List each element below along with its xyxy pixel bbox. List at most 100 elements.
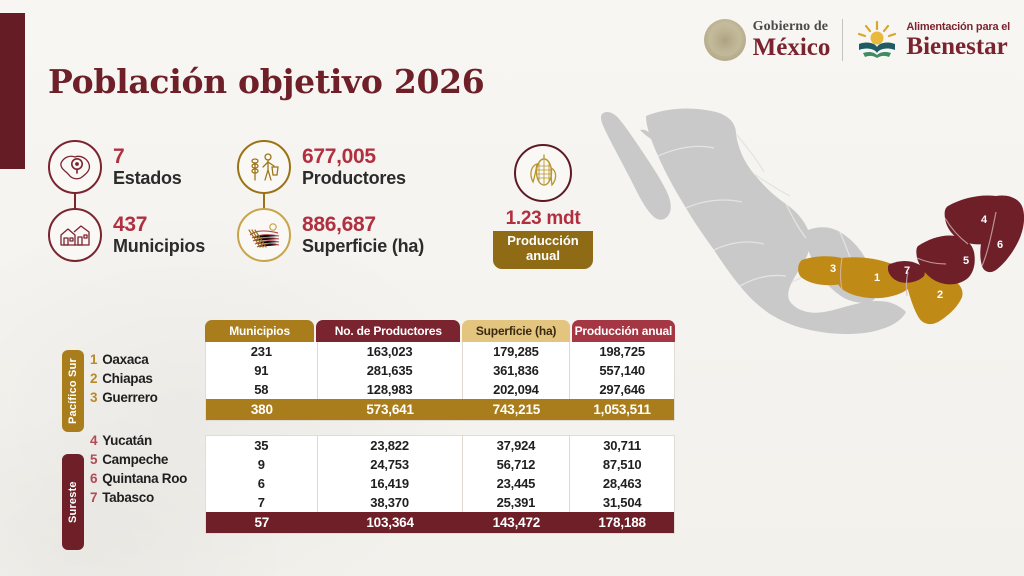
list-item: 6 Quintana Roo [90, 471, 188, 486]
bienestar-logo: Alimentación para el Bienestar [855, 20, 1010, 60]
cell-municipios: 7 [206, 493, 318, 512]
list-item: 3 Guerrero [90, 390, 158, 405]
group-tabs: Pacífico Sur Sureste [62, 350, 84, 550]
cell-productores: 38,370 [318, 493, 463, 512]
cell-productores: 23,822 [318, 436, 463, 455]
production-tag-line1: Producción [507, 233, 579, 248]
header-logos: Gobierno de México [703, 12, 1010, 68]
cell-produccion: 297,646 [599, 382, 645, 397]
cell-produccion: 30,711 [603, 438, 642, 453]
stat-label-municipios: Municipios [113, 235, 205, 256]
map-label-4: 4 [981, 214, 988, 226]
table-row: 58 128,983 202,094 297,646 [206, 380, 674, 399]
map-number-labels: 3 1 2 4 5 6 7 [830, 214, 1003, 301]
column-header-superficie: Superficie (ha) [462, 320, 570, 342]
map-label-1: 1 [874, 272, 880, 284]
stat-label-productores: Productores [302, 167, 406, 188]
column-header-productores: No. de Productores [316, 320, 461, 342]
mexico-map: 3 1 2 4 5 6 7 [596, 86, 1024, 386]
cell-produccion: 557,140 [599, 363, 645, 378]
table-header-row: Municipios No. de Productores Superficie… [205, 320, 675, 342]
table-row: 35 23,822 37,924 30,711 [206, 436, 674, 455]
group-tab-sureste: Sureste [62, 454, 84, 550]
map-state-chiapas [906, 271, 963, 325]
production-tag: Producción anual [493, 231, 593, 269]
connector-line [263, 194, 265, 208]
cell-municipios: 9 [206, 455, 318, 474]
cell-superficie: 56,712 [463, 455, 571, 474]
column-header-municipios: Municipios [205, 320, 315, 342]
total-superficie: 143,472 [492, 515, 541, 530]
cell-superficie: 361,836 [463, 361, 571, 380]
stat-group-productores-superficie: 677,005 Productores [237, 140, 424, 262]
production-value: 1.23 mdt [505, 208, 581, 229]
map-state-tabasco [888, 261, 925, 283]
cell-produccion: 87,510 [602, 457, 642, 472]
total-row-sureste: 57 103,364 143,472 178,188 [206, 512, 674, 533]
stat-label-estados: Estados [113, 167, 182, 188]
state-name: Oaxaca [102, 352, 149, 367]
field-rows-icon [237, 208, 291, 262]
stat-value-productores: 677,005 [302, 145, 376, 169]
cell-produccion: 31,504 [602, 495, 642, 510]
map-state-campeche [916, 235, 975, 285]
stat-label-superficie: Superficie (ha) [302, 235, 425, 256]
stat-estados: 7 Estados [48, 140, 205, 194]
column-header-produccion: Producción anual [571, 320, 675, 342]
stat-value-estados: 7 [113, 145, 125, 169]
map-label-3: 3 [830, 263, 836, 275]
state-name: Campeche [102, 452, 169, 467]
table-row: 7 38,370 25,391 31,504 [206, 493, 674, 512]
stat-group-estados-municipios: 7 Estados [48, 140, 205, 262]
stat-municipios: 437 Municipios [48, 208, 205, 262]
spacer [90, 407, 200, 431]
cell-produccion: 28,463 [602, 476, 642, 491]
cell-superficie: 179,285 [463, 342, 571, 361]
stat-productores: 677,005 Productores [237, 140, 424, 194]
cell-municipios: 35 [206, 436, 318, 455]
state-name: Tabasco [102, 490, 154, 505]
table-row: 91 281,635 361,836 557,140 [206, 361, 674, 380]
map-label-2: 2 [937, 289, 943, 301]
total-municipios: 57 [254, 515, 270, 530]
state-names-column: 1 Oaxaca 2 Chiapas 3 Guerrero 4 Yucatán 5 Cam… [90, 350, 200, 507]
total-produccion: 1,053,511 [593, 402, 651, 417]
cell-superficie: 25,391 [463, 493, 571, 512]
map-state-quintana-roo [980, 195, 1024, 273]
gobierno-main-label: México [752, 34, 831, 61]
state-name: Chiapas [102, 371, 153, 386]
list-item: 4 Yucatán [90, 433, 152, 448]
cell-productores: 163,023 [318, 342, 463, 361]
stat-value-municipios: 437 [113, 213, 148, 237]
logo-divider [842, 19, 844, 61]
cell-municipios: 58 [206, 380, 318, 399]
mexican-eagle-seal-icon [703, 19, 746, 61]
map-label-6: 6 [997, 239, 1003, 251]
sunrise-book-icon [855, 20, 899, 60]
total-row-pacifico-sur: 380 573,641 743,215 1,053,511 [206, 399, 674, 420]
gobierno-top-label: Gobierno de [752, 19, 829, 34]
list-item: 1 Oaxaca [90, 352, 149, 367]
gobierno-de-mexico-logo: Gobierno de México [703, 19, 831, 61]
state-name: Yucatán [102, 433, 152, 448]
map-highlight-borders [839, 211, 997, 297]
bienestar-main-label: Bienestar [906, 32, 1008, 60]
cell-municipios: 231 [206, 342, 318, 361]
stat-value-superficie: 886,687 [302, 213, 376, 237]
stat-superficie: 886,687 Superficie (ha) [237, 208, 424, 262]
table-row: 231 163,023 179,285 198,725 [206, 342, 674, 361]
map-mainland [646, 108, 906, 334]
group-tab-pacifico-sur: Pacífico Sur [62, 350, 84, 432]
cell-superficie: 37,924 [463, 436, 571, 455]
cell-produccion: 198,725 [599, 344, 645, 359]
page-title: Población objetivo 2026 [48, 62, 485, 101]
cell-superficie: 23,445 [463, 474, 571, 493]
production-tag-line2: anual [526, 247, 560, 263]
cell-productores: 281,635 [318, 361, 463, 380]
houses-icon [48, 208, 102, 262]
state-name: Quintana Roo [102, 471, 188, 486]
left-accent-bar [0, 13, 25, 169]
map-label-5: 5 [963, 255, 969, 267]
total-superficie: 743,215 [492, 402, 541, 417]
cell-productores: 128,983 [318, 380, 463, 399]
